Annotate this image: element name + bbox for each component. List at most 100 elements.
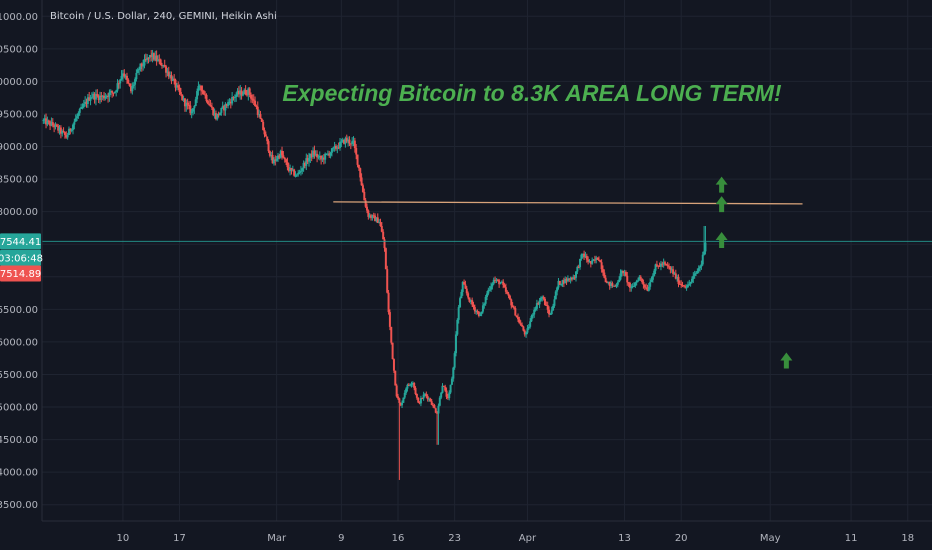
candle-body [178,87,181,93]
candle-body [620,270,623,274]
candle-body [379,222,382,227]
y-tick-label: 8000.00 [0,207,38,218]
candle-body [521,324,524,327]
candle-body [492,279,495,284]
candle-body [192,108,195,112]
candle-body [573,277,576,279]
candle-body [66,134,69,138]
candle-body [345,138,348,142]
x-tick-label: 10 [117,533,130,544]
candle-body [94,94,97,100]
candle-body [283,157,286,160]
candle-body [666,265,669,267]
candle-body [175,85,178,88]
candle-body [167,71,170,77]
candle-body [655,264,658,266]
candle-body [182,98,185,101]
candle-body [339,141,342,148]
candle-body [417,397,420,403]
y-tick-label: 5000.00 [0,403,38,414]
candle-body [670,269,673,271]
candle-body [78,108,81,113]
candle-body [638,276,641,281]
candle-body [519,323,522,325]
candle-body [372,215,375,217]
candle-body [351,141,354,144]
candle-body [355,148,358,155]
candle-body [599,260,602,263]
candle-body [577,266,580,268]
candle-body [658,265,661,267]
candle-body [235,94,238,98]
candle-body [486,293,488,298]
candle-body [255,105,258,107]
y-tick-label: 4000.00 [0,468,38,479]
candle-body [561,280,564,285]
candle-body [654,264,657,271]
candle-body [371,215,374,218]
candle-body [143,59,146,66]
candle-body [454,334,457,354]
candle-body [425,393,428,397]
candle-body [591,260,594,264]
candle-body [410,383,413,385]
candle-body [166,71,169,73]
candle-body [430,401,433,405]
candle-body [146,57,149,60]
candle-body [557,281,560,288]
candle-body [202,90,205,95]
candle-body [487,289,490,294]
y-tick-label: 9000.00 [0,142,38,153]
candle-body [233,97,236,99]
candle-body [197,85,200,92]
candle-body [185,102,188,107]
candle-body [433,405,436,409]
candle-body [266,136,269,142]
candle-body [569,277,572,280]
candle-body [272,159,275,164]
candle-body [206,101,209,104]
candle-body [383,239,386,249]
candle-body [107,95,110,98]
candle-body [276,155,279,160]
candle-body [597,259,600,261]
candle-body [84,101,87,104]
candle-body [395,385,398,397]
candle-body [251,98,254,100]
candle-body [158,59,161,61]
candle-body [103,95,106,99]
candle-body [449,384,452,393]
candle-body [193,105,196,109]
candle-body [290,167,293,171]
candle-body [256,106,259,115]
x-tick-label: Apr [519,533,537,544]
candle-body [65,134,68,138]
candle-body [263,129,266,135]
candle-body [556,287,559,292]
candle-body [438,397,441,406]
candle-body [604,277,607,283]
candle-body [177,85,180,88]
candle-body [241,94,244,96]
candle-body [50,122,53,126]
candle-body [89,97,92,101]
candle-body [81,106,84,108]
candle-body [320,156,323,160]
candle-body [546,305,549,310]
candle-body [360,177,363,186]
price-tag-label: 7544.41 [0,237,41,248]
candle-body [96,94,99,96]
candle-body [247,88,250,95]
candle-body [209,105,212,107]
candle-body [434,408,437,413]
candle-body [294,175,297,177]
candle-body [498,280,501,285]
candle-body [388,312,391,327]
candle-body [370,215,373,218]
candle-body [217,113,220,116]
candle-body [302,162,305,169]
candle-body [289,167,292,172]
candle-body [580,254,583,259]
candle-body [88,97,91,101]
